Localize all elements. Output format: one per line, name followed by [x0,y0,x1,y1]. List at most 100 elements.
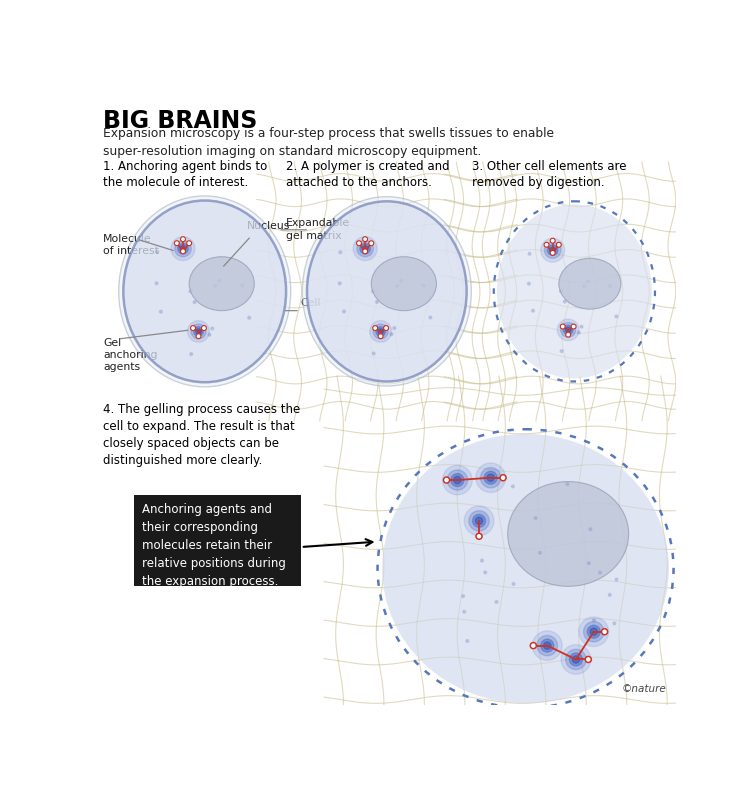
Circle shape [559,290,562,293]
Circle shape [188,321,210,342]
Circle shape [569,329,572,331]
Circle shape [363,249,367,253]
Ellipse shape [382,434,669,703]
Circle shape [481,467,501,488]
Circle shape [174,241,179,246]
Circle shape [190,352,192,356]
Circle shape [155,282,158,284]
Circle shape [562,326,564,328]
Circle shape [561,645,591,674]
Circle shape [544,242,549,247]
Circle shape [572,324,576,329]
Circle shape [372,352,375,355]
Circle shape [487,474,494,482]
Circle shape [176,242,178,245]
Circle shape [241,284,243,287]
Circle shape [196,334,201,338]
Circle shape [208,333,211,336]
Circle shape [541,238,565,262]
Circle shape [214,284,217,287]
Circle shape [384,326,388,330]
Circle shape [369,241,373,246]
Circle shape [469,511,490,531]
Circle shape [495,600,498,604]
Circle shape [364,238,366,240]
Circle shape [547,245,558,255]
Circle shape [374,327,376,329]
Circle shape [192,327,195,329]
Circle shape [589,527,592,531]
Circle shape [566,333,571,337]
Circle shape [587,562,590,565]
Circle shape [451,474,464,486]
Circle shape [579,617,608,646]
Circle shape [175,241,192,257]
Circle shape [550,247,556,253]
Circle shape [563,326,573,335]
Circle shape [378,329,383,334]
Ellipse shape [371,257,436,310]
Circle shape [155,250,158,253]
Circle shape [587,658,590,661]
Circle shape [400,280,403,282]
Circle shape [572,656,580,663]
Ellipse shape [497,204,652,379]
Circle shape [180,246,186,252]
Ellipse shape [508,482,629,586]
Circle shape [462,595,464,597]
Circle shape [188,242,190,245]
Circle shape [566,482,569,485]
Circle shape [500,474,506,481]
Circle shape [544,642,551,649]
Circle shape [218,280,221,282]
Text: Nucleus: Nucleus [247,221,291,231]
Circle shape [363,238,366,241]
Circle shape [376,301,379,303]
Circle shape [181,238,184,240]
Circle shape [189,290,192,293]
Circle shape [379,335,382,337]
Circle shape [379,334,383,338]
Circle shape [342,310,345,313]
Circle shape [476,533,482,539]
Circle shape [385,327,388,329]
Circle shape [182,238,184,240]
Circle shape [442,465,472,495]
Circle shape [339,251,342,253]
Circle shape [382,330,385,333]
Circle shape [360,243,370,254]
Circle shape [560,350,563,352]
Circle shape [191,326,195,330]
Text: ©nature: ©nature [621,684,666,694]
Circle shape [532,644,535,647]
Circle shape [599,571,602,574]
Circle shape [561,322,576,337]
Circle shape [357,242,360,245]
Circle shape [551,239,553,242]
Circle shape [550,238,555,243]
Circle shape [445,478,448,482]
Circle shape [538,551,541,554]
Circle shape [211,327,214,329]
Circle shape [373,324,388,339]
Circle shape [466,640,469,642]
Circle shape [159,310,162,313]
FancyBboxPatch shape [134,496,301,586]
Circle shape [528,253,531,255]
Text: BIG BRAINS: BIG BRAINS [103,109,258,133]
Circle shape [587,625,600,638]
Ellipse shape [559,258,621,309]
Circle shape [187,241,192,246]
Ellipse shape [303,196,472,386]
Circle shape [613,622,616,625]
Circle shape [464,506,494,535]
Ellipse shape [119,196,291,386]
Circle shape [422,284,425,287]
Circle shape [534,517,537,520]
Circle shape [443,477,450,483]
Circle shape [181,249,185,253]
Circle shape [447,470,468,490]
Circle shape [372,326,378,330]
Circle shape [512,582,515,585]
Circle shape [567,333,569,336]
